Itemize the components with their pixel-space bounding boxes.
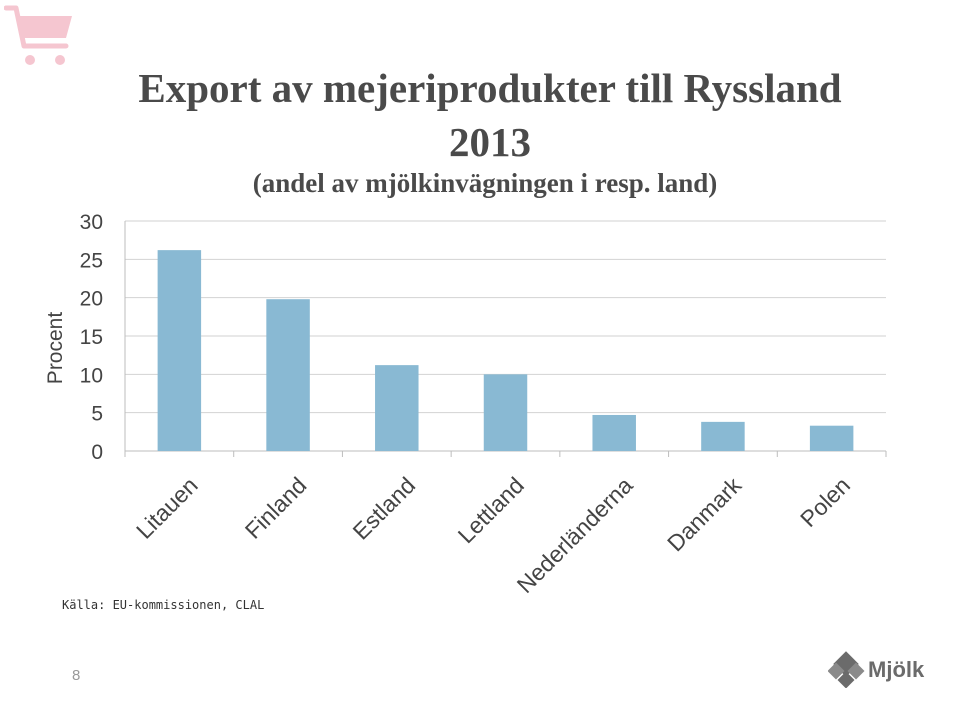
y-tick-label: 25 [80,249,103,272]
x-tick-label: Danmark [662,472,747,557]
mjolk-logo: Mjölk [828,651,925,688]
x-tick-label: Estland [348,472,421,545]
bar [701,421,745,451]
x-tick-labels: Litauen Finland Estland LettlandNederländer… [131,472,855,598]
x-tick-label: Polen [795,472,855,532]
bar [157,250,202,451]
chart-title-line-2: 2013 [449,119,531,165]
shopping-cart-icon [4,5,72,65]
y-tick-label: 15 [80,326,103,349]
source-note: Källa: EU-kommissionen, CLAL [62,598,265,612]
bar [592,414,636,451]
x-tick-label: Finland [240,472,312,544]
y-tick-label: 0 [91,441,103,464]
y-tick-label: 5 [91,403,103,426]
chart-subtitle: (andel av mjölkinvägningen i resp. land) [252,168,718,198]
y-axis-label: Procent [44,312,67,385]
y-tick-label: 10 [80,364,103,387]
y-tick-labels: 0 5 10 15 20 25 30 [80,211,103,464]
x-tick-label: Lettland [453,472,529,548]
chart-title-line-1: Export av mejeriprodukter till Ryssland [138,65,842,111]
bar [809,425,854,451]
x-tick-label: Nederländerna [512,472,638,598]
y-tick-label: 30 [80,211,103,234]
bar [266,299,310,451]
bar [375,365,419,451]
bars [157,250,854,451]
x-tick-label: Litauen [131,472,203,544]
logo-text: Mjölk [868,657,925,682]
bar [483,374,528,451]
svenska-mjolk-emblem-icon [828,651,865,688]
page-number: 8 [72,667,81,684]
y-tick-label: 20 [80,288,103,311]
